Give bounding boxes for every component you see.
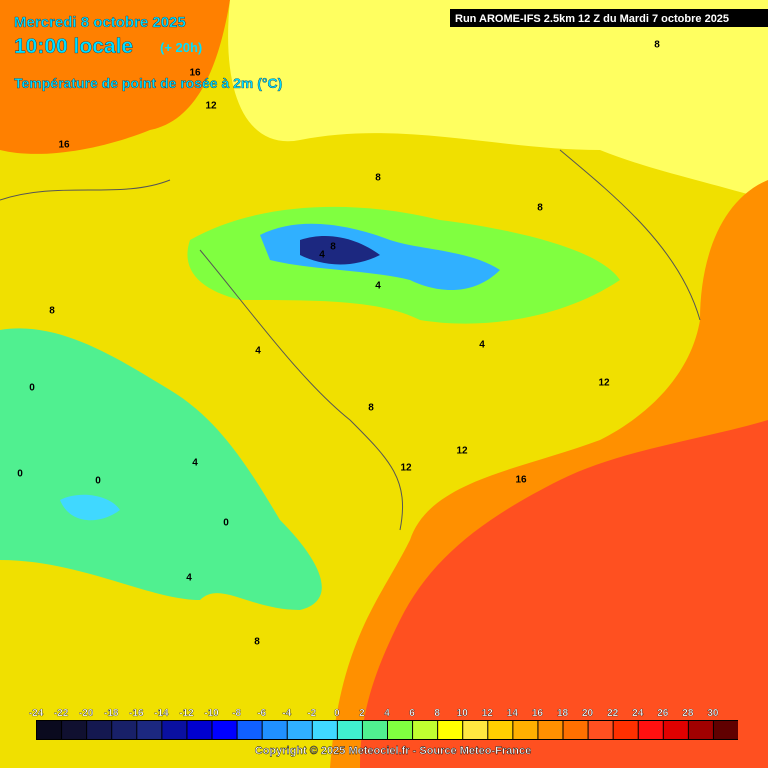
- colorbar-label: 26: [657, 708, 669, 719]
- colorbar-label: -4: [282, 708, 291, 719]
- colorbar-swatch: [663, 721, 688, 739]
- colorbar-swatch: [312, 721, 337, 739]
- colorbar-label: 4: [384, 708, 390, 719]
- colorbar-label: 0: [334, 708, 340, 719]
- colorbar-swatch: [438, 721, 463, 739]
- contour-label: 8: [654, 40, 660, 51]
- colorbar-swatch: [112, 721, 137, 739]
- colorbar-swatch: [137, 721, 162, 739]
- colorbar-label: -18: [104, 708, 119, 719]
- contour-label: 12: [400, 463, 412, 474]
- colorbar-label: 30: [707, 708, 719, 719]
- colorbar-label: 18: [557, 708, 569, 719]
- red-sea: [360, 420, 768, 768]
- contour-label: 4: [319, 250, 325, 261]
- colorbar-swatch: [187, 721, 212, 739]
- contour-label: 4: [255, 346, 261, 357]
- contour-label: 8: [254, 637, 260, 648]
- colorbar-swatch: [337, 721, 362, 739]
- sea-region: [0, 0, 230, 154]
- colorbar-swatch: [613, 721, 638, 739]
- lead: (+ 20h): [160, 40, 202, 55]
- date: Mercredi 8 octobre 2025: [14, 14, 186, 31]
- colorbar-label: 16: [532, 708, 544, 719]
- blue-core: [300, 235, 380, 265]
- colorbar-label: 28: [682, 708, 694, 719]
- colorbar-swatch: [563, 721, 588, 739]
- contour-label: 0: [95, 476, 101, 487]
- borders: [0, 149, 701, 531]
- contour-label: 4: [186, 573, 192, 584]
- colorbar-label: -6: [257, 708, 266, 719]
- contour-label: 16: [189, 68, 201, 79]
- contour-label: 12: [205, 101, 217, 112]
- colorbar-swatch: [513, 721, 538, 739]
- colorbar-label: -10: [204, 708, 219, 719]
- colorbar-swatch: [212, 721, 237, 739]
- colorbar-label: -2: [307, 708, 316, 719]
- contour-label: 12: [456, 446, 468, 457]
- green-region: [0, 328, 322, 610]
- colorbar-swatch: [538, 721, 563, 739]
- colorbar-swatch: [413, 721, 438, 739]
- colorbar-label: 14: [507, 708, 519, 719]
- contour-label: 8: [330, 242, 336, 253]
- colorbar-label: 10: [457, 708, 469, 719]
- colorbar-label: 2: [359, 708, 365, 719]
- contour-label: 4: [479, 340, 485, 351]
- colorbar-swatch: [87, 721, 112, 739]
- colorbar-label: -22: [54, 708, 69, 719]
- colorbar-swatch: [162, 721, 187, 739]
- colorbar-label: 8: [434, 708, 440, 719]
- contour-label: 0: [17, 469, 23, 480]
- colorbar-swatch: [237, 721, 262, 739]
- colorbar-label: -12: [179, 708, 194, 719]
- colorbar-swatch: [287, 721, 312, 739]
- contour-label: 16: [58, 140, 70, 151]
- run-info: Run AROME-IFS 2.5km 12 Z du Mardi 7 octo…: [455, 13, 729, 25]
- run-box: [450, 9, 768, 27]
- contour-label: 8: [537, 203, 543, 214]
- copyright: Copyright © 2025 Meteociel.fr - Source M…: [255, 745, 531, 757]
- colorbar-label: -24: [29, 708, 44, 719]
- contour-label: 0: [223, 518, 229, 529]
- contour-label: 8: [368, 403, 374, 414]
- colorbar-swatch: [488, 721, 513, 739]
- colorbar-swatch: [588, 721, 613, 739]
- colorbar-swatch: [362, 721, 387, 739]
- cyan-spot: [60, 494, 120, 521]
- colorbar-swatch: [463, 721, 488, 739]
- colorbar-label: 6: [409, 708, 415, 719]
- colorbar-label: -14: [154, 708, 169, 719]
- colorbar-label: -8: [232, 708, 241, 719]
- colorbar-swatch: [37, 721, 62, 739]
- colorbar-swatch: [62, 721, 87, 739]
- contour-label: 8: [49, 306, 55, 317]
- colorbar-label: 22: [607, 708, 619, 719]
- colorbar-label: 20: [582, 708, 594, 719]
- contour-label: 8: [375, 173, 381, 184]
- contour-label: 12: [598, 378, 610, 389]
- colorbar-label: -16: [129, 708, 144, 719]
- colorbar-swatch: [262, 721, 287, 739]
- contour-label: 4: [192, 458, 198, 469]
- north-region: [228, 0, 768, 200]
- contour-label: 16: [515, 475, 527, 486]
- colorbar: -24 -22 -20 -18 -16 -14 -12 -10 -8 -6 -4 -2 0 2 4 6 8 10 1…: [29, 708, 738, 740]
- colorbar-label: -20: [79, 708, 94, 719]
- colorbar-swatch: [713, 721, 738, 739]
- colorbar-label: 12: [482, 708, 494, 719]
- contour-label: 0: [29, 383, 35, 394]
- colorbar-label: 24: [632, 708, 644, 719]
- colorbar-swatch: [388, 721, 413, 739]
- contour-label: 4: [375, 281, 381, 292]
- parameter: Température de point de rosée à 2m (°C): [14, 75, 282, 91]
- colorbar-swatch: [688, 721, 713, 739]
- colorbar-swatch: [638, 721, 663, 739]
- time: 10:00 locale: [14, 35, 133, 58]
